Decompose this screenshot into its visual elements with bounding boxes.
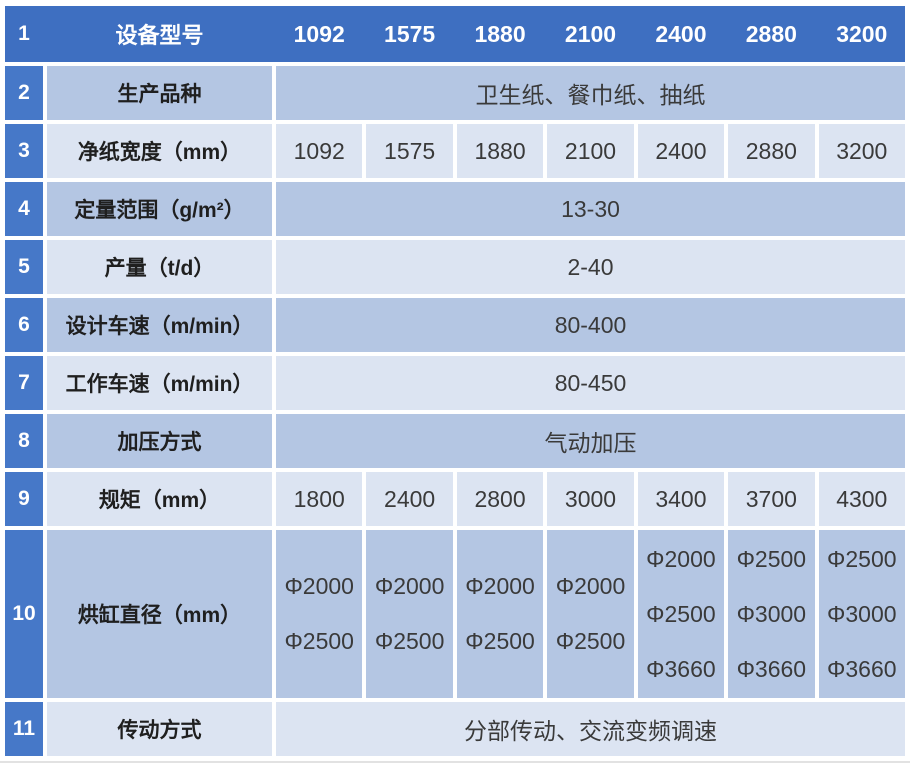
row-number-cell: 3 <box>5 124 43 178</box>
span-value-cell: 卫生纸、餐巾纸、抽纸 <box>276 66 905 120</box>
value-cell: 2400 <box>637 124 725 178</box>
header-model-cell: 2100 <box>564 20 617 47</box>
header-model-cell: 2400 <box>655 20 707 47</box>
table-bottom-edge <box>0 761 910 763</box>
table-row: 2 生产品种 卫生纸、餐巾纸、抽纸 <box>5 66 905 120</box>
row-label: 烘缸直径（mm） <box>47 530 272 698</box>
value-cell: 1880 <box>456 124 544 178</box>
table-row: 8 加压方式 气动加压 <box>5 414 905 468</box>
table-row: 4 定量范围（g/m²） 13-30 <box>5 182 905 236</box>
header-model-cell: 3200 <box>836 20 888 47</box>
row-number-cell: 8 <box>5 414 43 468</box>
table-row: 5 产量（t/d） 2-40 <box>5 240 905 294</box>
row-label: 传动方式 <box>47 702 272 756</box>
row-label: 设计车速（m/min） <box>47 298 272 352</box>
value-cell: 1800 <box>276 472 363 526</box>
table-row: 10 烘缸直径（mm） Φ2000 Φ2500 Φ2000 Φ2500 Φ200… <box>5 530 905 698</box>
row-label: 生产品种 <box>47 66 272 120</box>
span-value-cell: 80-400 <box>276 298 905 352</box>
span-value-cell: 80-450 <box>276 356 905 410</box>
row-number-cell: 7 <box>5 356 43 410</box>
value-cell: 3700 <box>728 472 815 526</box>
table-row: 7 工作车速（m/min） 80-450 <box>5 356 905 410</box>
row-number-cell: 1 <box>18 22 30 45</box>
row-number-cell: 10 <box>5 530 43 698</box>
span-value-cell: 气动加压 <box>276 414 905 468</box>
value-cell: 3200 <box>818 124 905 178</box>
row-number-cell: 2 <box>5 66 43 120</box>
value-cell: 3400 <box>637 472 725 526</box>
value-cell: 1092 <box>276 124 363 178</box>
row-label: 净纸宽度（mm） <box>47 124 272 178</box>
header-model-cell: 1575 <box>384 20 436 47</box>
value-cell: Φ2000 Φ2500 <box>547 530 634 698</box>
value-cell: Φ2000 Φ2500 <box>276 530 363 698</box>
value-cell: 4300 <box>818 472 905 526</box>
value-cell: 2100 <box>547 124 634 178</box>
value-cell: Φ2000 Φ2500 <box>366 530 453 698</box>
span-value-cell: 分部传动、交流变频调速 <box>276 702 905 756</box>
row-number-cell: 4 <box>5 182 43 236</box>
value-cell: 2400 <box>366 472 453 526</box>
row-label: 工作车速（m/min） <box>47 356 272 410</box>
value-cell: 2800 <box>456 472 544 526</box>
row-number-cell: 9 <box>5 472 43 526</box>
header-model-cell: 1092 <box>293 20 345 47</box>
row-label: 规矩（mm） <box>47 472 272 526</box>
table-row: 11 传动方式 分部传动、交流变频调速 <box>5 702 905 756</box>
span-value-cell: 2-40 <box>276 240 905 294</box>
value-cell: 2880 <box>728 124 815 178</box>
value-cell: 1575 <box>366 124 453 178</box>
row-number-cell: 5 <box>5 240 43 294</box>
row-label: 加压方式 <box>47 414 272 468</box>
value-cell: Φ2000 Φ2500 Φ3660 <box>637 530 725 698</box>
header-model-cell: 1880 <box>474 20 526 47</box>
row-label: 产量（t/d） <box>47 240 272 294</box>
table-row: 6 设计车速（m/min） 80-400 <box>5 298 905 352</box>
row-number-cell: 11 <box>5 702 43 756</box>
span-value-cell: 13-30 <box>276 182 905 236</box>
row-label: 定量范围（g/m²） <box>47 182 272 236</box>
table-row: 9 规矩（mm） 1800 2400 2800 3000 3400 3700 4… <box>5 472 905 526</box>
table-row: 3 净纸宽度（mm） 1092 1575 1880 2100 2400 2880… <box>5 124 905 178</box>
value-cell: Φ2500 Φ3000 Φ3660 <box>728 530 815 698</box>
value-cell: Φ2500 Φ3000 Φ3660 <box>818 530 905 698</box>
table-header-row: 1 设备型号 1092 1575 1880 2100 2400 2880 320… <box>5 6 905 62</box>
header-row-label: 设备型号 <box>115 23 204 48</box>
row-number-cell: 6 <box>5 298 43 352</box>
value-cell: Φ2000 Φ2500 <box>456 530 544 698</box>
value-cell: 3000 <box>547 472 634 526</box>
header-model-cell: 2880 <box>745 20 797 47</box>
